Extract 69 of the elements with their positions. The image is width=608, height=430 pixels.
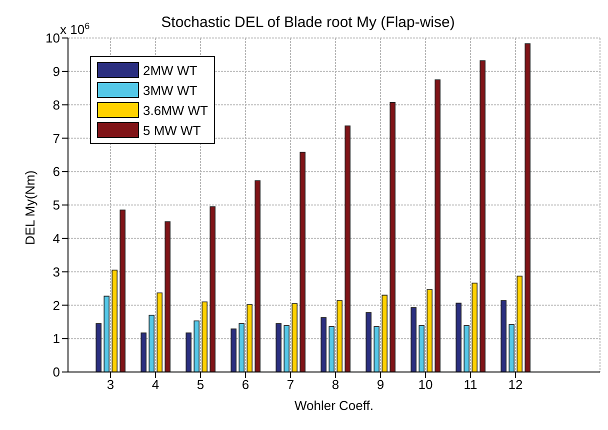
bar bbox=[410, 307, 416, 372]
bar bbox=[508, 324, 514, 372]
x-tick-label: 3 bbox=[106, 377, 114, 392]
x-tick-label: 10 bbox=[418, 377, 433, 392]
bar bbox=[382, 294, 388, 372]
bar bbox=[426, 289, 432, 372]
x-tick-label: 7 bbox=[286, 377, 294, 392]
y-tick-label: 8 bbox=[52, 97, 60, 112]
bar bbox=[148, 314, 154, 372]
bar bbox=[164, 221, 170, 372]
bar bbox=[456, 302, 462, 372]
bar bbox=[374, 326, 380, 372]
y-tick-label: 0 bbox=[52, 364, 60, 380]
bar bbox=[344, 125, 350, 372]
legend-label: 2MW WT bbox=[143, 62, 198, 78]
bar bbox=[104, 296, 110, 372]
bar bbox=[328, 326, 334, 372]
bar bbox=[140, 332, 146, 372]
bar bbox=[524, 43, 530, 372]
y-tick-label: 3 bbox=[52, 264, 60, 280]
bar bbox=[500, 300, 506, 372]
x-tick-label: 12 bbox=[508, 377, 523, 392]
chart-title: Stochastic DEL of Blade root My (Flap-wise) bbox=[161, 14, 455, 31]
bar bbox=[112, 270, 118, 372]
x-tick-label: 9 bbox=[376, 377, 384, 392]
bar bbox=[194, 320, 200, 372]
text: x 10$^{6}$ bbox=[60, 21, 90, 37]
bar bbox=[202, 301, 208, 372]
legend-label: 3.6MW WT bbox=[143, 102, 208, 118]
bar bbox=[254, 180, 260, 372]
bar bbox=[246, 304, 252, 372]
x-tick-label: 4 bbox=[152, 377, 160, 392]
bar bbox=[320, 317, 326, 372]
x-tick-label: 6 bbox=[242, 377, 250, 392]
bar bbox=[366, 312, 372, 372]
bar bbox=[472, 282, 478, 372]
bar bbox=[464, 325, 470, 372]
x-tick-label: 8 bbox=[332, 377, 340, 392]
y-tick-label: 7 bbox=[52, 130, 60, 146]
legend-label: 5 MW WT bbox=[143, 122, 201, 138]
bar bbox=[156, 292, 162, 372]
bar bbox=[210, 206, 216, 372]
bar bbox=[292, 303, 298, 372]
x-tick-label: 11 bbox=[464, 377, 478, 392]
bar bbox=[96, 323, 102, 372]
y-tick-label: 6 bbox=[52, 164, 60, 180]
y-tick-label: 4 bbox=[52, 231, 60, 246]
legend-label: 3MW WT bbox=[143, 82, 198, 98]
bar bbox=[230, 328, 236, 372]
y-tick-label: 1 bbox=[52, 331, 60, 346]
bar bbox=[284, 325, 290, 372]
bar bbox=[390, 102, 396, 372]
bar bbox=[434, 79, 440, 372]
y-tick-label: 5 bbox=[52, 198, 60, 213]
y-tick-label: 10 bbox=[46, 30, 60, 46]
bar bbox=[120, 210, 126, 372]
x-tick-label: 5 bbox=[196, 377, 204, 392]
bar bbox=[276, 323, 282, 372]
bar bbox=[336, 300, 342, 372]
bar bbox=[516, 276, 522, 372]
y-tick-label: 9 bbox=[52, 64, 60, 80]
x-axis-title: Wohler Coeff. bbox=[294, 398, 374, 413]
bar bbox=[300, 152, 306, 372]
y-tick-label: 2 bbox=[52, 298, 60, 313]
bar bbox=[418, 325, 424, 372]
bar bbox=[238, 323, 244, 372]
y-axis-title: DEL My(Nm) bbox=[22, 170, 38, 245]
bar bbox=[480, 60, 486, 372]
bar bbox=[186, 332, 192, 372]
